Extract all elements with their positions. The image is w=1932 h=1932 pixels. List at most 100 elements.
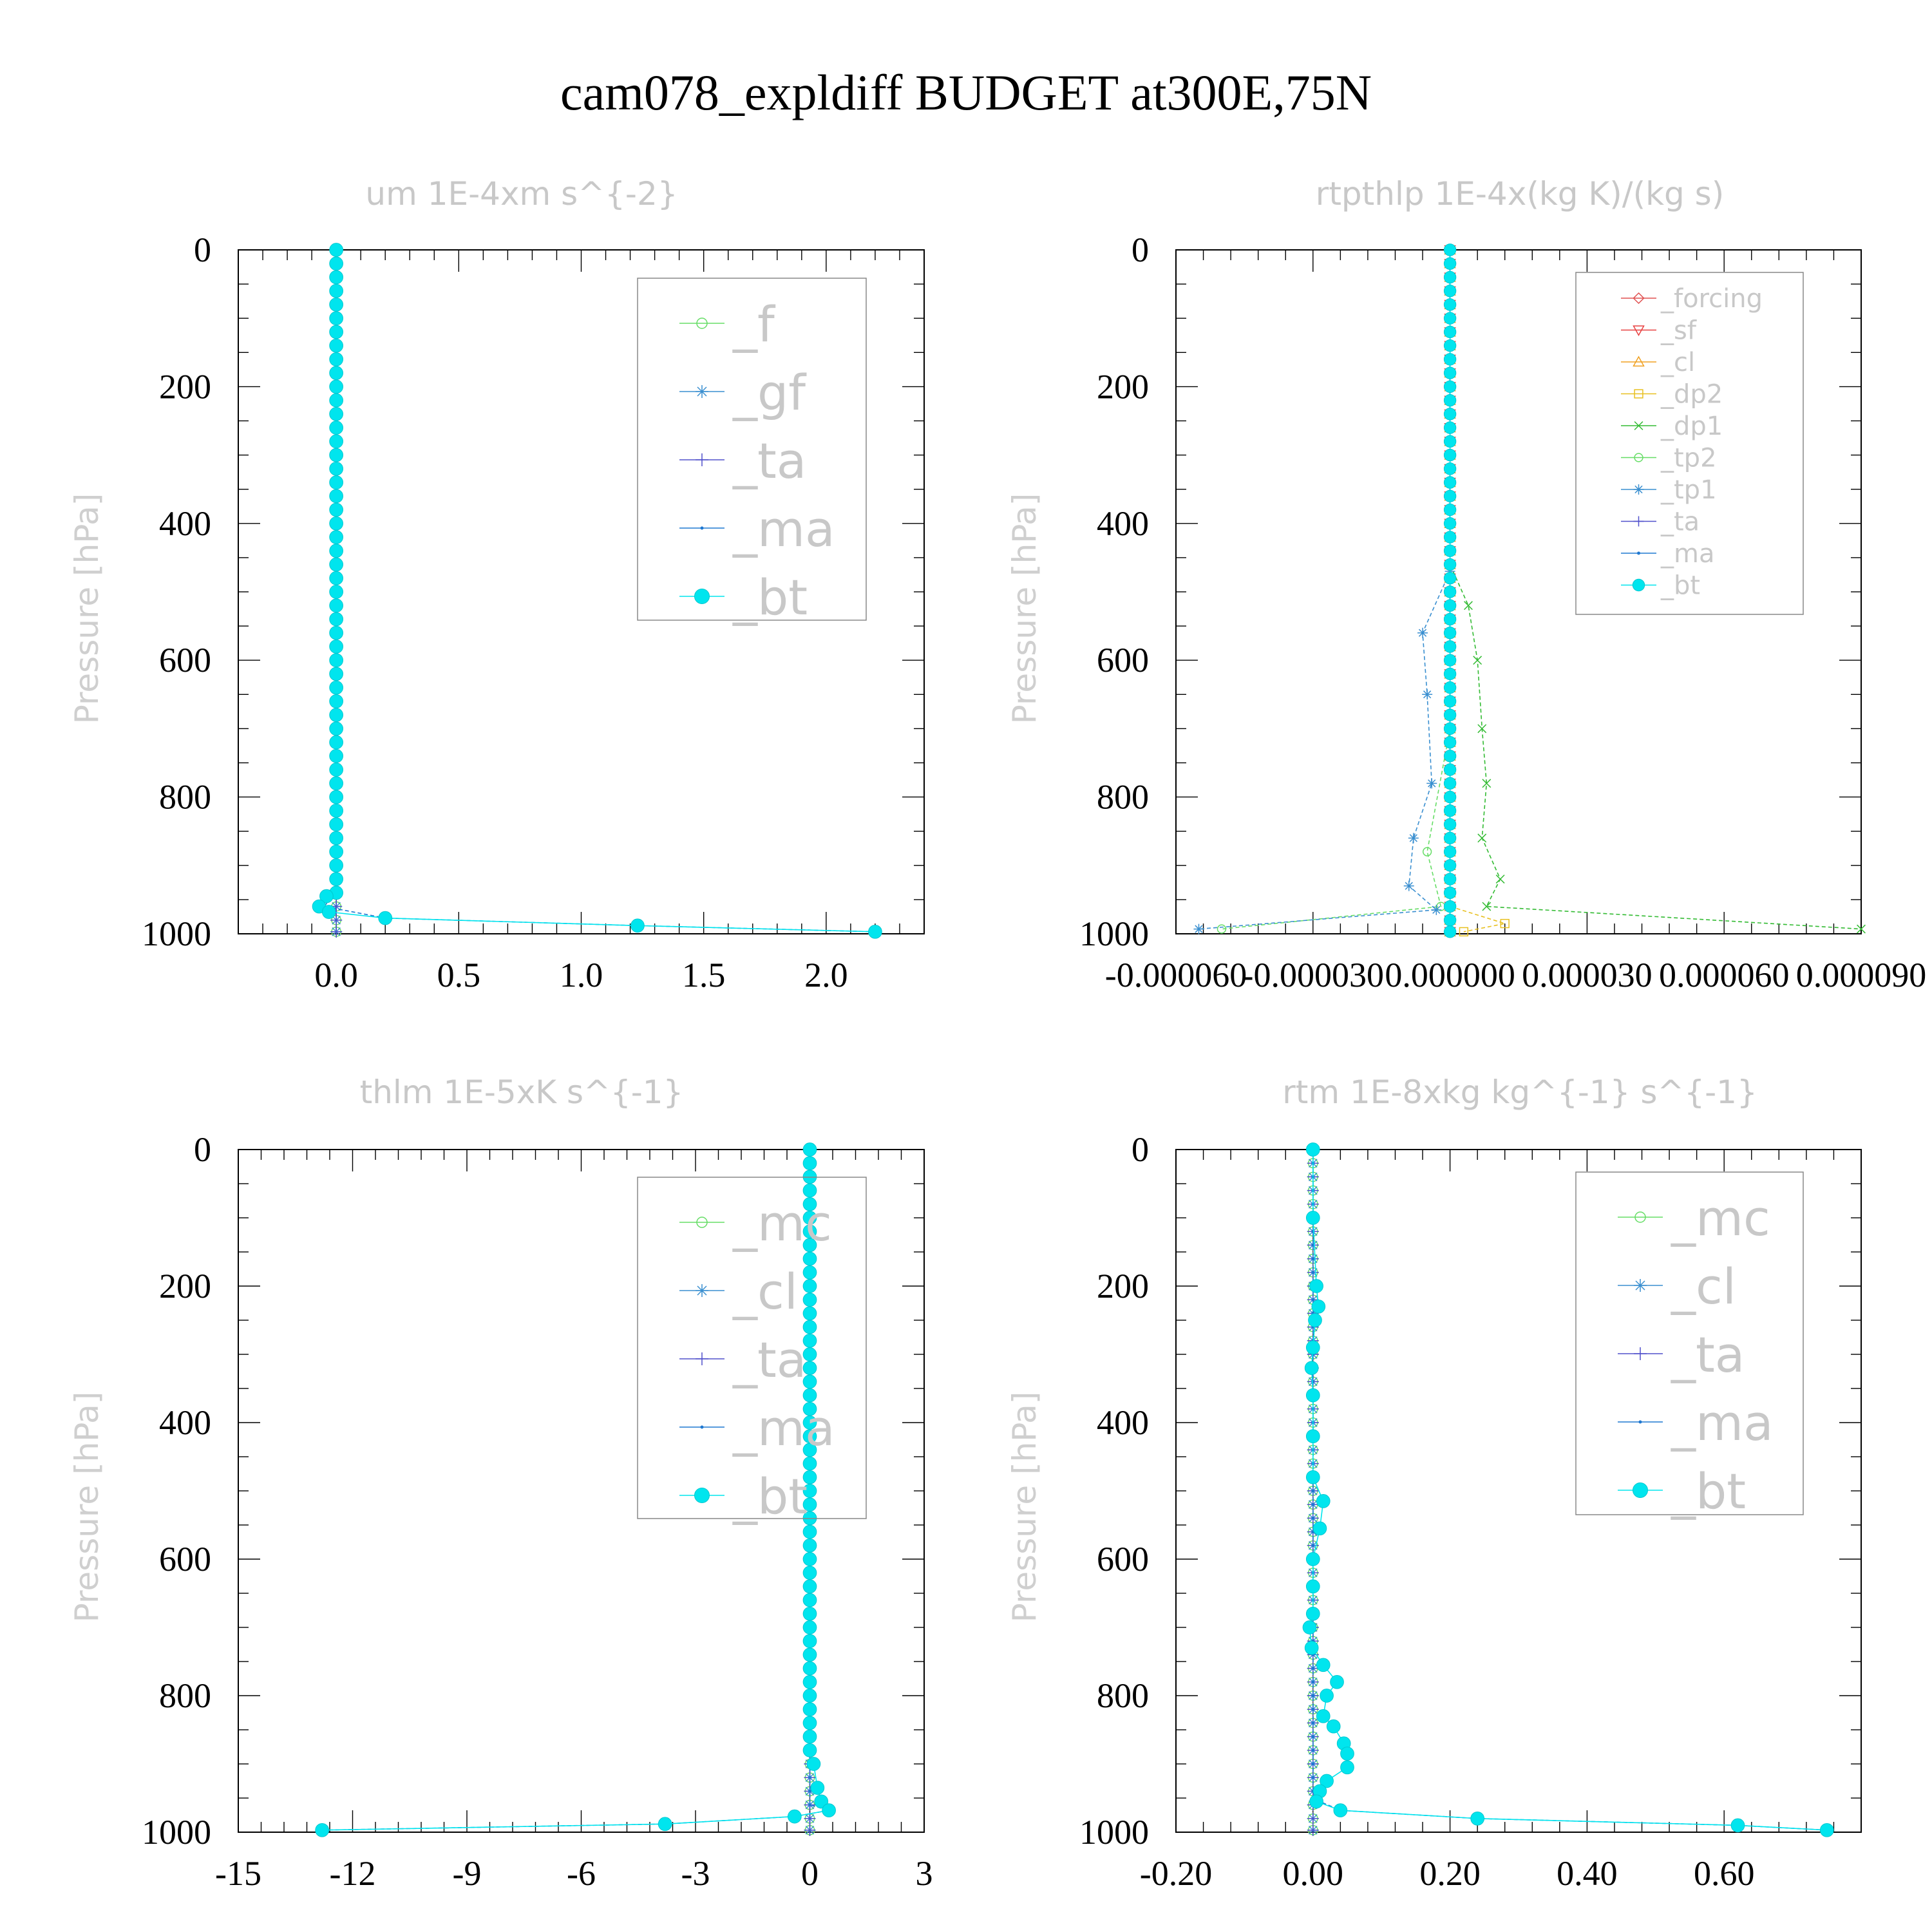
legend-label: _tp1 xyxy=(1660,475,1717,505)
bt-marker xyxy=(329,544,343,558)
bt-marker xyxy=(329,585,343,599)
legend-label: _f xyxy=(732,296,776,353)
bt-marker xyxy=(1443,900,1457,913)
legend-item-tp1: _tp1 xyxy=(1621,475,1717,505)
y-tick-label: 800 xyxy=(1097,1676,1149,1715)
bt-marker xyxy=(329,311,343,326)
bt-marker xyxy=(802,1661,817,1676)
bt-marker xyxy=(329,680,343,695)
legend: _forcing_sf_cl _dp2_dp1 _tp2_tp1_ta_ma_bt xyxy=(1575,272,1804,615)
x-tick-label: 0.40 xyxy=(1557,1854,1618,1893)
bt-marker xyxy=(1443,804,1457,817)
bt-marker xyxy=(329,516,343,531)
legend-item-ta: _ta xyxy=(679,1331,806,1388)
legend-item-dp2: _dp2 xyxy=(1621,380,1723,410)
bt-marker xyxy=(802,1689,817,1703)
series-tp2 xyxy=(1217,245,1455,934)
dot-marker xyxy=(1311,1544,1315,1548)
bt-marker xyxy=(329,434,343,449)
legend-item-cl: _cl xyxy=(1621,348,1695,377)
bt-marker xyxy=(802,1251,817,1266)
x-marker xyxy=(1634,421,1643,430)
bt-marker xyxy=(329,721,343,736)
bt-marker xyxy=(1304,1640,1319,1655)
legend-label: _ta xyxy=(732,1331,806,1388)
bt-marker xyxy=(810,1781,825,1795)
y-tick-label: 800 xyxy=(159,1676,211,1715)
bt-marker xyxy=(329,694,343,708)
star-marker xyxy=(1431,904,1442,915)
bt-marker xyxy=(802,1388,817,1403)
bt-marker xyxy=(329,421,343,435)
triangle-marker xyxy=(1633,355,1645,367)
bt-marker xyxy=(802,1524,817,1539)
bt-marker xyxy=(329,872,343,886)
bt-marker xyxy=(806,1757,821,1771)
y-tick-label: 0 xyxy=(1132,231,1149,269)
legend-label: _ta xyxy=(1660,507,1700,537)
bt-marker xyxy=(1443,695,1457,708)
plus-marker xyxy=(696,1352,708,1365)
x-tick-label: 0.20 xyxy=(1419,1854,1481,1893)
legend-item-mc: _mc xyxy=(679,1195,832,1252)
x-tick-label: 0.5 xyxy=(437,956,481,994)
bt-marker xyxy=(1443,558,1457,571)
bt-marker xyxy=(802,1443,817,1457)
bt-marker xyxy=(802,1484,817,1498)
bt-marker xyxy=(1443,476,1457,489)
series-bt xyxy=(315,1142,836,1837)
bt-marker xyxy=(802,1333,817,1348)
legend-label: _forcing xyxy=(1660,284,1763,314)
bt-marker xyxy=(1443,873,1457,886)
legend-label: _bt xyxy=(1660,571,1700,601)
bt-marker xyxy=(1340,1747,1354,1761)
bt-marker xyxy=(802,1634,817,1649)
bt-marker xyxy=(1443,640,1457,653)
bt-marker xyxy=(329,298,343,312)
y-tick-label: 600 xyxy=(159,1540,211,1578)
plus-marker xyxy=(804,1812,816,1824)
series-bt xyxy=(1443,243,1457,938)
y-tick-label: 400 xyxy=(159,1403,211,1442)
star-marker xyxy=(696,1284,708,1297)
legend-label: _gf xyxy=(732,364,807,421)
bt-marker xyxy=(694,1488,710,1503)
bt-marker xyxy=(1320,1774,1334,1788)
bt-marker xyxy=(1443,831,1457,845)
x-tick-label: 0.000000 xyxy=(1385,956,1515,994)
star-marker xyxy=(1403,880,1414,891)
plus-marker xyxy=(804,1824,816,1836)
plus-marker xyxy=(330,925,343,938)
legend-label: _bt xyxy=(1671,1463,1746,1520)
series-tp1 xyxy=(1193,245,1455,934)
legend-label: _ma xyxy=(1671,1394,1774,1452)
bt-marker xyxy=(1443,777,1457,790)
bt-marker xyxy=(329,407,343,421)
bt-marker xyxy=(802,1142,817,1157)
legend-label: _dp2 xyxy=(1660,380,1723,410)
bt-marker xyxy=(658,1817,672,1832)
bt-marker xyxy=(1443,503,1457,516)
bt-marker xyxy=(1320,1689,1334,1703)
bt-marker xyxy=(802,1647,817,1662)
legend-label: _ta xyxy=(732,432,806,489)
y-tick-label: 200 xyxy=(159,367,211,406)
bt-marker xyxy=(329,243,343,257)
x-marker xyxy=(1477,724,1487,734)
dot-marker xyxy=(808,1789,811,1793)
dot-marker xyxy=(700,1425,704,1429)
bt-marker xyxy=(1443,366,1457,379)
y-tick-label: 600 xyxy=(1097,1540,1149,1578)
bt-marker xyxy=(1443,298,1457,311)
y-tick-label: 1000 xyxy=(142,914,211,953)
y-tick-label: 600 xyxy=(1097,641,1149,679)
bt-marker xyxy=(319,889,334,904)
series-line xyxy=(1221,250,1451,930)
legend-label: _cl xyxy=(1660,348,1695,377)
bt-marker xyxy=(329,502,343,517)
bt-marker xyxy=(329,530,343,544)
x-tick-label: -0.20 xyxy=(1140,1854,1212,1893)
legend-label: _dp1 xyxy=(1660,412,1723,441)
x-tick-label: -6 xyxy=(567,1854,596,1893)
bt-marker xyxy=(329,338,343,353)
